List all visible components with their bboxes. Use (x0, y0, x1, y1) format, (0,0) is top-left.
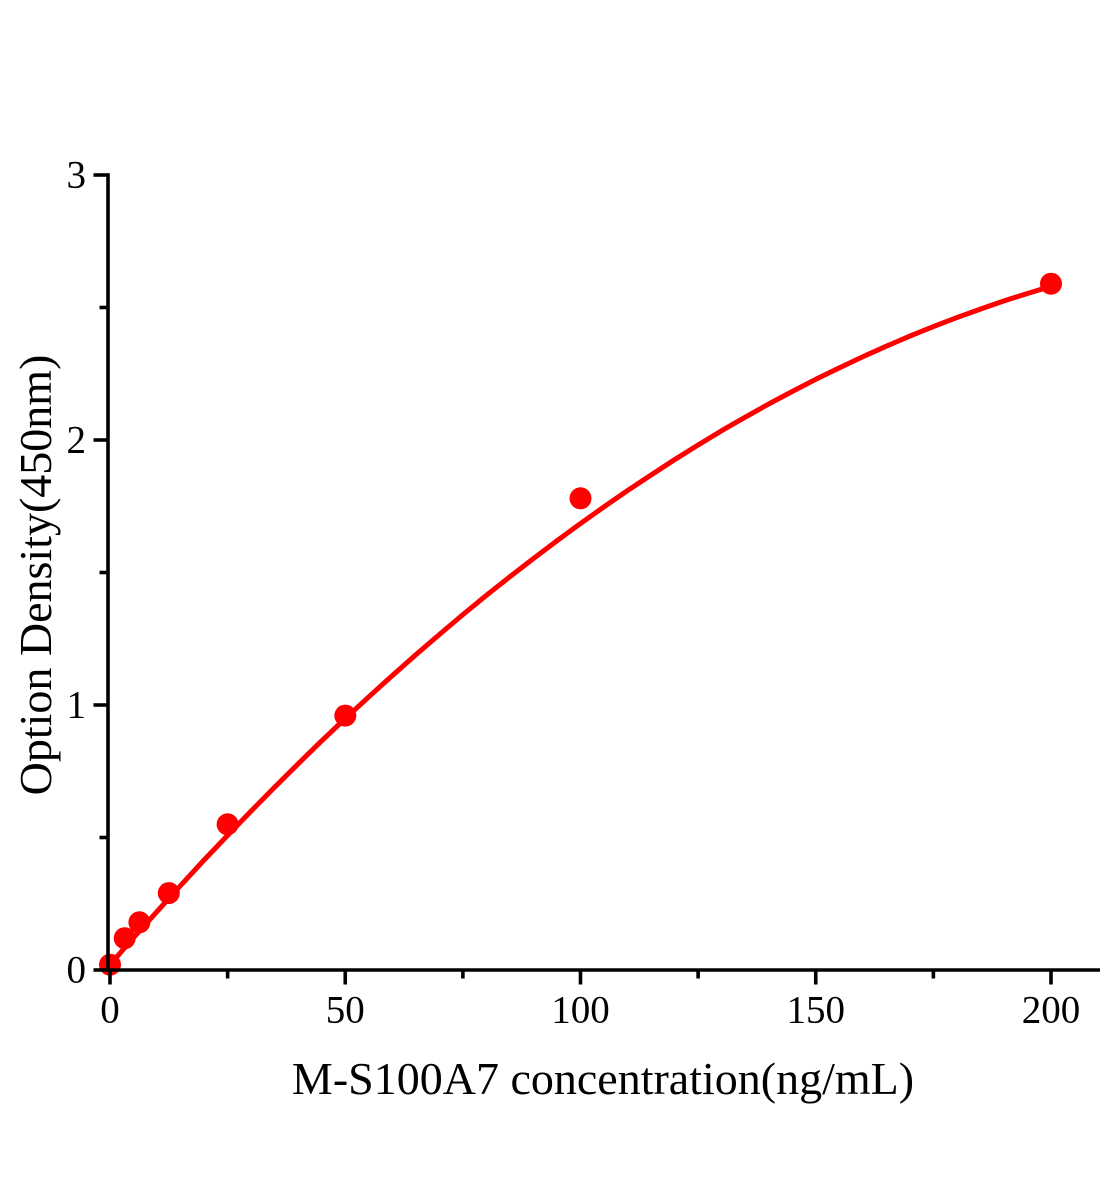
data-point (1040, 272, 1062, 295)
y-axis-title: Option Density(450nm) (10, 355, 61, 796)
fit-curve-layer (107, 283, 1054, 968)
axes-layer (93, 173, 1100, 985)
x-tick-label: 0 (100, 989, 120, 1032)
x-tick-label: 100 (551, 989, 610, 1032)
y-tick-label: 1 (67, 684, 87, 727)
x-tick-label: 150 (787, 989, 846, 1032)
data-points-layer (99, 272, 1062, 976)
x-tick-label: 200 (1022, 989, 1081, 1032)
x-tick-label: 50 (326, 989, 365, 1032)
tick-labels-layer: 0 50 100 150 200 0 1 2 3 (67, 154, 1081, 1032)
data-point (216, 813, 239, 836)
data-point (128, 911, 151, 934)
y-tick-label: 2 (67, 419, 87, 462)
data-point (334, 704, 357, 727)
fit-curve-line (107, 283, 1054, 968)
y-tick-label: 3 (67, 154, 87, 197)
y-tick-label: 0 (67, 949, 87, 992)
x-axis-title: M-S100A7 concentration(ng/mL) (292, 1053, 914, 1104)
data-point (157, 882, 180, 905)
data-point (113, 927, 136, 950)
data-point (569, 487, 592, 510)
